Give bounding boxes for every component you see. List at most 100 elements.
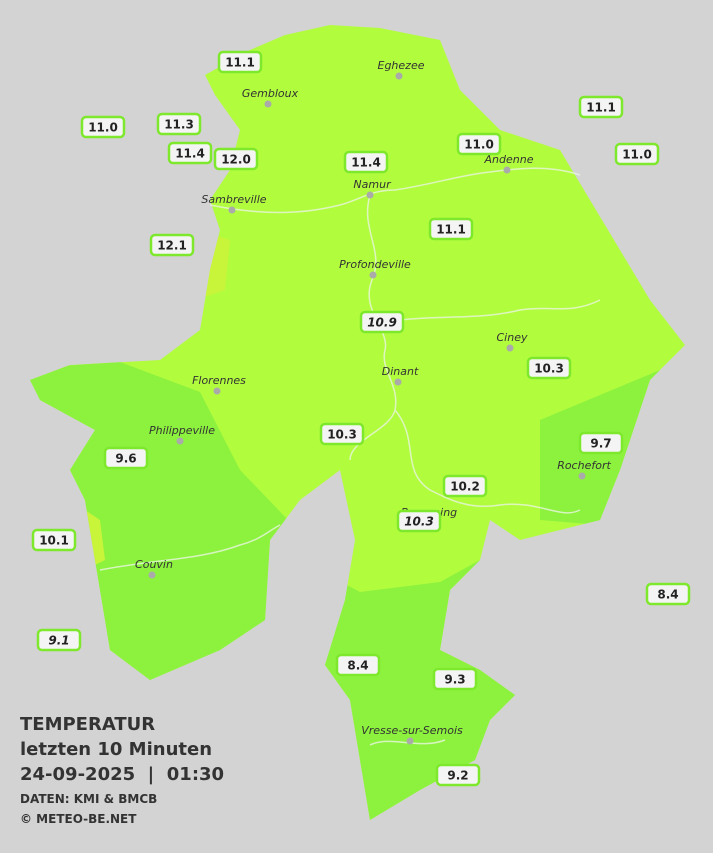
station-box: [456, 132, 502, 156]
station: 9.3: [432, 667, 478, 691]
station: 11.0: [456, 132, 502, 156]
station-box: [359, 310, 405, 334]
station-value: 11.0: [464, 138, 494, 152]
station: 10.3: [396, 509, 442, 533]
station-value: 10.1: [39, 534, 69, 548]
station: 11.0: [614, 142, 660, 166]
river: [99, 524, 281, 571]
station-box: [156, 112, 202, 136]
station-value: 11.4: [175, 147, 205, 161]
station: 9.1: [36, 628, 82, 652]
station-value: 10.2: [450, 480, 480, 494]
legend-datetime: 24-09-2025 | 01:30: [20, 764, 224, 785]
station-value: 10.3: [534, 362, 564, 376]
city-label: Couvin: [135, 558, 173, 571]
station: 9.6: [103, 446, 149, 470]
river: [399, 299, 601, 321]
station: 11.1: [578, 95, 624, 119]
rivers: [99, 167, 601, 746]
station: 12.0: [213, 147, 259, 171]
station: 10.9: [359, 310, 405, 334]
station-value: 8.4: [347, 659, 368, 673]
station-box: [217, 50, 263, 74]
station-box: [578, 431, 624, 455]
station: 10.3: [319, 422, 365, 446]
city-dot: [395, 72, 403, 80]
station-box: [578, 95, 624, 119]
station-box: [103, 446, 149, 470]
station-value: 8.4: [657, 588, 678, 602]
station-box: [526, 356, 572, 380]
station-value: 11.3: [164, 118, 194, 132]
station: 11.4: [167, 141, 213, 165]
city-label: Florennes: [192, 374, 246, 387]
station-box: [80, 115, 126, 139]
station-value: 9.2: [447, 769, 468, 783]
station-value: 10.3: [404, 515, 434, 529]
station: 11.1: [217, 50, 263, 74]
station-box: [31, 528, 77, 552]
station-box: [319, 422, 365, 446]
city-label: Profondeville: [339, 258, 411, 271]
station-box: [645, 582, 691, 606]
city-label: Philippeville: [149, 424, 215, 437]
station-box: [213, 147, 259, 171]
station-box: [36, 628, 82, 652]
station-value: 11.4: [351, 156, 381, 170]
station-box: [428, 217, 474, 241]
station: 9.7: [578, 431, 624, 455]
river: [394, 409, 581, 514]
station-value: 10.3: [327, 428, 357, 442]
legend-subtitle: letzten 10 Minuten: [20, 739, 212, 760]
station-box: [435, 763, 481, 787]
station-box: [442, 474, 488, 498]
legend-credit: © METEO-BE.NET: [20, 812, 137, 826]
city-dot: [366, 191, 374, 199]
city-label: Eghezee: [378, 59, 425, 72]
station-box: [432, 667, 478, 691]
city-label: Dinant: [382, 365, 419, 378]
station-box: [343, 150, 389, 174]
station: 10.2: [442, 474, 488, 498]
station-value: 9.1: [48, 634, 69, 648]
station: 8.4: [335, 653, 381, 677]
city-dot: [506, 344, 514, 352]
station: 10.1: [31, 528, 77, 552]
station-value: 9.3: [444, 673, 465, 687]
station: 10.3: [526, 356, 572, 380]
river: [349, 194, 397, 461]
city-label: Namur: [353, 178, 392, 191]
station-value: 12.1: [157, 239, 187, 253]
city-label: Ciney: [497, 331, 528, 344]
city-dot: [176, 437, 184, 445]
station-box: [396, 509, 442, 533]
station-box: [335, 653, 381, 677]
city-label: Rochefort: [557, 459, 611, 472]
station-value: 12.0: [221, 153, 251, 167]
station: 11.1: [428, 217, 474, 241]
station-value: 10.9: [367, 316, 397, 330]
city-dot: [264, 100, 272, 108]
station-value: 11.0: [88, 121, 118, 135]
station-value: 11.0: [622, 148, 652, 162]
station-value: 11.1: [225, 56, 255, 70]
station: 12.1: [149, 233, 195, 257]
station-box: [167, 141, 213, 165]
city-label: Andenne: [484, 153, 534, 166]
cities: Gembloux Eghezee Andenne Namur Sambreville Pr…: [135, 59, 611, 745]
station: 11.0: [80, 115, 126, 139]
station: 11.4: [343, 150, 389, 174]
city-dot: [369, 271, 377, 279]
city-dot: [213, 387, 221, 395]
city-label: Sambreville: [201, 193, 266, 206]
legend-source: DATEN: KMI & BMCB: [20, 792, 157, 806]
legend-title: TEMPERATUR: [20, 714, 155, 735]
city-dot: [228, 206, 236, 214]
river: [209, 167, 581, 214]
city-label: Gembloux: [242, 87, 299, 100]
city-label: Vresse-sur-Semois: [361, 724, 463, 737]
station-value: 11.1: [586, 101, 616, 115]
station-value: 9.7: [590, 437, 611, 451]
legend: TEMPERATUR letzten 10 Minuten 24-09-2025…: [20, 714, 224, 826]
